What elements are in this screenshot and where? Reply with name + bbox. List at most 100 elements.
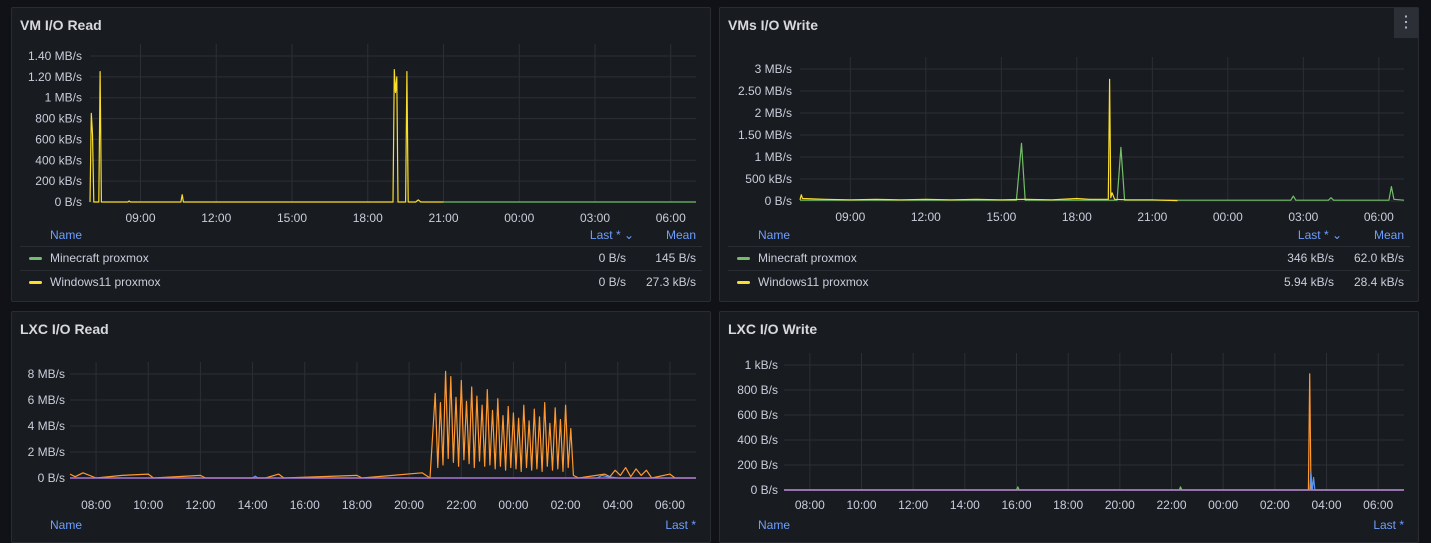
series-line-1	[799, 78, 1178, 202]
legend-item-minecraft[interactable]: Minecraft proxmox 346 kB/s 62.0 kB/s	[728, 246, 1410, 269]
y-tick-label: 1 MB/s	[755, 150, 792, 164]
series-last: 0 B/s	[598, 275, 626, 289]
panel-vm-io-read: VM I/O Read 0 B/s 200 kB/s 400 kB/s 600 kB/…	[11, 7, 711, 302]
series-line-0	[89, 69, 444, 203]
vm-io-read-chart: 0 B/s 200 kB/s 400 kB/s 600 kB/s 800 kB/s 1 M…	[28, 44, 696, 223]
y-tick-label: 4 MB/s	[28, 419, 65, 433]
x-tick-label: 20:00	[394, 498, 424, 512]
x-tick-label: 08:00	[795, 498, 825, 512]
y-tick-label: 800 kB/s	[35, 112, 82, 126]
series-color-swatch	[29, 257, 42, 260]
y-tick-label: 0 B/s	[55, 195, 82, 209]
series-line-0	[69, 370, 696, 479]
x-tick-label: 12:00	[201, 211, 231, 223]
legend-name-header[interactable]: Name	[50, 228, 83, 242]
x-tick-label: 22:00	[1156, 498, 1186, 512]
panel-lxc-io-read: LXC I/O Read 0 B/s 2 MB/s 4 MB/s 6 MB/s 8 MB…	[11, 311, 711, 543]
legend-last-header[interactable]: Last *	[1373, 518, 1404, 532]
panel-title: LXC I/O Read	[20, 321, 109, 337]
y-tick-label: 1 kB/s	[745, 358, 778, 372]
lxc-io-write-chart: 0 B/s 200 B/s 400 B/s 600 B/s 800 B/s 1 kB/s 0…	[737, 353, 1404, 512]
y-tick-label: 2.50 MB/s	[738, 84, 792, 98]
legend-header: Name Last *	[728, 515, 1410, 535]
y-tick-label: 200 B/s	[737, 458, 778, 472]
x-tick-label: 03:00	[580, 211, 610, 223]
series-mean: 62.0 kB/s	[1353, 251, 1404, 265]
x-tick-label: 04:00	[603, 498, 633, 512]
x-tick-label: 02:00	[1260, 498, 1290, 512]
y-tick-label: 400 B/s	[737, 433, 778, 447]
y-tick-label: 200 kB/s	[35, 174, 82, 188]
panel-menu-icon[interactable]: ⋮	[1394, 8, 1418, 38]
x-tick-label: 08:00	[81, 498, 111, 512]
series-last: 0 B/s	[598, 251, 626, 265]
y-tick-label: 0 B/s	[38, 471, 65, 485]
x-tick-label: 03:00	[1288, 210, 1318, 223]
legend-name-header[interactable]: Name	[50, 518, 83, 532]
legend-last-header[interactable]: Last * ⌄	[1297, 228, 1342, 242]
x-tick-label: 18:00	[353, 211, 383, 223]
x-tick-label: 12:00	[898, 498, 928, 512]
y-tick-label: 500 kB/s	[745, 172, 792, 186]
x-tick-label: 00:00	[504, 211, 534, 223]
y-tick-label: 6 MB/s	[28, 393, 65, 407]
x-tick-label: 16:00	[290, 498, 320, 512]
legend-mean-header[interactable]: Mean	[1373, 228, 1404, 242]
vms-io-write-chart: 0 B/s 500 kB/s 1 MB/s 1.50 MB/s 2 MB/s 2.50 M…	[738, 57, 1405, 223]
x-tick-label: 15:00	[277, 211, 307, 223]
x-tick-label: 21:00	[428, 211, 458, 223]
series-last: 5.94 kB/s	[1283, 275, 1334, 289]
x-tick-label: 00:00	[1208, 498, 1238, 512]
x-tick-label: 10:00	[846, 498, 876, 512]
series-line-0	[800, 142, 1405, 201]
series-color-swatch	[737, 281, 750, 284]
x-tick-label: 14:00	[238, 498, 268, 512]
x-tick-label: 22:00	[446, 498, 476, 512]
x-tick-label: 14:00	[950, 498, 980, 512]
x-tick-label: 20:00	[1105, 498, 1135, 512]
x-tick-label: 18:00	[1053, 498, 1083, 512]
panel-title: VM I/O Read	[20, 17, 102, 33]
series-mean: 28.4 kB/s	[1353, 275, 1404, 289]
legend-name-header[interactable]: Name	[758, 228, 791, 242]
panel-title: VMs I/O Write	[728, 17, 818, 33]
y-tick-label: 0 B/s	[751, 483, 778, 497]
series-name: Minecraft proxmox	[758, 251, 857, 265]
panel-title: LXC I/O Write	[728, 321, 818, 337]
x-tick-label: 02:00	[551, 498, 581, 512]
legend-item-windows11[interactable]: Windows11 proxmox 0 B/s 27.3 kB/s	[20, 270, 702, 293]
legend-last-header[interactable]: Last * ⌄	[589, 228, 634, 242]
x-tick-label: 00:00	[1213, 210, 1243, 223]
y-tick-label: 2 MB/s	[28, 445, 65, 459]
x-tick-label: 09:00	[125, 211, 155, 223]
x-tick-label: 06:00	[1364, 210, 1394, 223]
x-tick-label: 06:00	[1363, 498, 1393, 512]
x-tick-label: 00:00	[498, 498, 528, 512]
legend-name-header[interactable]: Name	[758, 518, 791, 532]
y-tick-label: 3 MB/s	[755, 62, 792, 76]
y-tick-label: 2 MB/s	[755, 106, 792, 120]
y-tick-label: 1.50 MB/s	[738, 128, 792, 142]
x-tick-label: 10:00	[133, 498, 163, 512]
y-tick-label: 0 B/s	[765, 194, 792, 208]
panel-vms-io-write: VMs I/O Write ⋮ 0 B/s 500 kB/s 1 MB/s 1.50 …	[719, 7, 1419, 302]
series-last: 346 kB/s	[1287, 251, 1334, 265]
x-tick-label: 06:00	[655, 498, 685, 512]
x-tick-label: 15:00	[986, 210, 1016, 223]
legend-last-header[interactable]: Last *	[665, 518, 696, 532]
y-tick-label: 1.20 MB/s	[28, 70, 82, 84]
legend-item-windows11[interactable]: Windows11 proxmox 5.94 kB/s 28.4 kB/s	[728, 270, 1410, 293]
y-tick-label: 800 B/s	[737, 383, 778, 397]
series-mean: 145 B/s	[655, 251, 696, 265]
series-name: Windows11 proxmox	[50, 275, 161, 289]
x-tick-label: 06:00	[656, 211, 686, 223]
series-name: Minecraft proxmox	[50, 251, 149, 265]
series-color-swatch	[29, 281, 42, 284]
legend-header: Name Last * ⌄ Mean	[728, 225, 1410, 245]
x-tick-label: 18:00	[342, 498, 372, 512]
x-tick-label: 21:00	[1137, 210, 1167, 223]
legend-item-minecraft[interactable]: Minecraft proxmox 0 B/s 145 B/s	[20, 246, 702, 269]
y-tick-label: 1.40 MB/s	[28, 49, 82, 63]
legend-mean-header[interactable]: Mean	[665, 228, 696, 242]
x-tick-label: 09:00	[835, 210, 865, 223]
